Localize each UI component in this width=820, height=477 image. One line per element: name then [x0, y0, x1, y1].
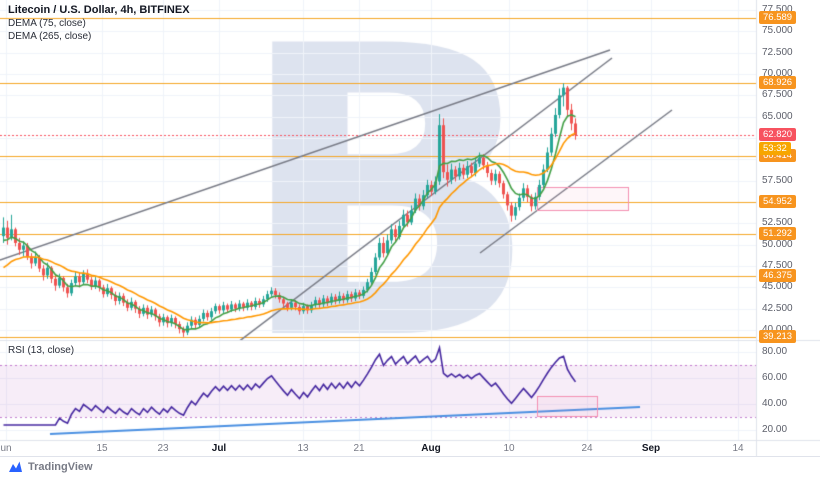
time-tick-label: 10	[503, 443, 515, 454]
indicator-dema75-legend[interactable]: DEMA (75, close)	[8, 18, 86, 29]
price-tick-label: 72.500	[762, 47, 793, 58]
time-scale[interactable]: un 15 23 Jul 13 21 Aug 10 24 Sep 14	[0, 441, 756, 456]
time-tick-label: un	[0, 443, 12, 454]
time-tick-label: Jul	[211, 443, 227, 454]
price-level-badge: 54.952	[759, 195, 797, 208]
rsi-tick-label: 80.00	[762, 346, 788, 357]
price-level-badge: 51.292	[759, 227, 797, 240]
price-tick-label: 50.000	[762, 239, 793, 250]
rsi-tick-label: 20.00	[762, 424, 788, 435]
last-price-badge: 62.820	[759, 128, 797, 141]
bottom-toolbar: TradingView	[0, 456, 820, 477]
time-tick-label: 13	[297, 443, 309, 454]
symbol-title[interactable]: Litecoin / U.S. Dollar, 4h, BITFINEX	[8, 4, 190, 16]
tradingview-logo-icon[interactable]	[8, 461, 23, 473]
price-level-badge: 46.375	[759, 269, 797, 282]
time-tick-label: 21	[353, 443, 365, 454]
price-tick-label: 52.500	[762, 217, 793, 228]
price-tick-label: 75.000	[762, 25, 793, 36]
rsi-tick-label: 40.00	[762, 398, 788, 409]
tradingview-brand-label[interactable]: TradingView	[28, 461, 93, 473]
price-level-badge: 68.926	[759, 76, 797, 89]
price-tick-label: 40.000	[762, 324, 793, 335]
price-tick-label: 65.000	[762, 111, 793, 122]
main-pane-legend: Litecoin / U.S. Dollar, 4h, BITFINEX DEM…	[8, 4, 190, 43]
price-scale[interactable]: 77.500 75.000 72.500 70.000 67.500 65.000 57.5…	[757, 0, 820, 456]
price-tick-label: 57.500	[762, 175, 793, 186]
price-tick-label: 47.500	[762, 260, 793, 271]
price-level-badge: 76.589	[759, 11, 797, 24]
price-tick-label: 45.000	[762, 281, 793, 292]
price-tick-label: 42.500	[762, 303, 793, 314]
price-tick-label: 70.000	[762, 68, 793, 79]
time-tick-label: 15	[96, 443, 108, 454]
price-tick-label: 67.500	[762, 89, 793, 100]
time-tick-label: 14	[732, 443, 744, 454]
chart-canvas[interactable]	[0, 0, 820, 456]
price-level-badge: 39.213	[759, 330, 797, 343]
time-tick-label: Aug	[421, 443, 441, 454]
indicator-dema265-legend[interactable]: DEMA (265, close)	[8, 31, 92, 42]
price-tick-label: 77.500	[762, 4, 793, 15]
rsi-pane-legend: RSI (13, close)	[8, 344, 74, 357]
rsi-tick-label: 60.00	[762, 372, 788, 383]
countdown-badge: 53:32	[759, 142, 791, 155]
time-tick-label: 24	[581, 443, 593, 454]
time-tick-label: 23	[157, 443, 169, 454]
indicator-rsi-legend[interactable]: RSI (13, close)	[8, 345, 75, 356]
time-tick-label: Sep	[641, 443, 661, 454]
